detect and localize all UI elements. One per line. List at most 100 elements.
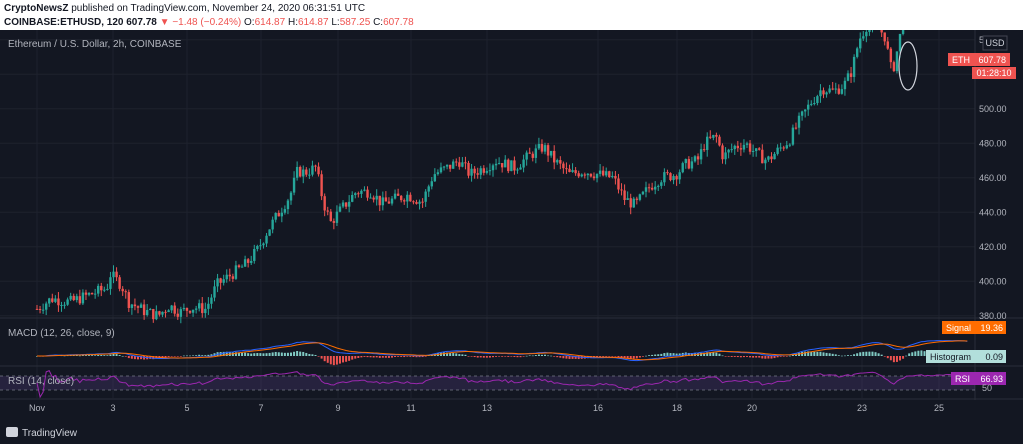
candle-body <box>311 165 314 175</box>
candle-body <box>843 80 847 90</box>
candle-body <box>320 174 323 197</box>
macd-histogram-bar <box>308 353 311 356</box>
candle-body <box>467 162 470 176</box>
macd-histogram-bar <box>550 355 553 357</box>
candle-body <box>418 201 421 204</box>
candle-body <box>736 145 740 149</box>
candle-body <box>256 245 259 249</box>
macd-histogram-bar <box>140 356 143 360</box>
macd-histogram-bar <box>473 356 476 358</box>
candle-body <box>797 115 801 128</box>
candle-body <box>433 174 437 182</box>
candle-body <box>803 109 807 112</box>
macd-histogram-bar <box>182 355 185 357</box>
candle-body <box>549 150 553 156</box>
candle-body <box>246 259 250 263</box>
x-tick-label: 11 <box>406 403 415 413</box>
macd-histogram-bar <box>513 356 516 357</box>
candle-body <box>84 292 88 295</box>
candle-body <box>351 195 354 202</box>
candle-body <box>338 206 342 212</box>
chart-area[interactable]: 380.00400.00420.00440.00460.00480.00500.… <box>0 30 1023 424</box>
candle-body <box>332 221 336 223</box>
candle-body <box>167 310 170 313</box>
candle-body <box>748 143 752 152</box>
macd-histogram-bar <box>528 355 531 357</box>
candle-body <box>103 289 106 291</box>
candle-body <box>605 171 608 176</box>
low-label: L: <box>331 17 340 28</box>
macd-histogram-bar <box>752 356 755 358</box>
macd-histogram-bar <box>133 356 136 360</box>
macd-histogram-bar <box>293 351 296 356</box>
candle-body <box>427 186 430 192</box>
macd-histogram-bar <box>112 353 115 356</box>
candle-body <box>130 304 134 308</box>
macd-histogram-bar <box>207 354 210 356</box>
close-label: C: <box>373 17 384 28</box>
candle-body <box>525 152 528 160</box>
macd-histogram-bar <box>846 355 849 356</box>
candle-body <box>825 92 828 95</box>
macd-histogram-bar <box>78 355 81 357</box>
candle-body <box>849 73 853 77</box>
candle-body <box>865 31 868 37</box>
open-value: 614.87 <box>254 17 286 28</box>
x-tick-label: 13 <box>482 403 492 413</box>
candle-body <box>66 299 69 305</box>
candle-body <box>354 193 357 196</box>
macd-histogram-bar <box>421 356 424 358</box>
histogram-tag-label: Histogram <box>930 352 971 362</box>
x-tick-label: 25 <box>934 403 944 413</box>
tradingview-brand: TradingView <box>22 428 78 439</box>
candle-body <box>136 306 140 308</box>
candle-body <box>862 36 865 39</box>
macd-histogram-bar <box>571 356 574 359</box>
macd-histogram-bar <box>856 353 859 356</box>
candle-body <box>341 202 345 207</box>
macd-histogram-bar <box>810 351 813 356</box>
macd-histogram-bar <box>871 351 874 356</box>
candle-body <box>409 194 412 202</box>
macd-histogram-bar <box>299 351 302 356</box>
macd-histogram-bar <box>482 356 485 358</box>
macd-histogram-bar <box>577 356 580 360</box>
candle-body <box>399 195 403 201</box>
macd-histogram-bar <box>843 355 846 357</box>
candle-body <box>48 298 51 304</box>
macd-histogram-bar <box>819 351 822 356</box>
macd-histogram-bar <box>614 356 617 357</box>
candle-body <box>657 185 660 187</box>
macd-histogram-bar <box>746 356 749 357</box>
macd-histogram-bar <box>250 353 253 356</box>
macd-histogram-bar <box>568 356 571 359</box>
candle-body <box>497 163 501 165</box>
candle-body <box>709 136 712 138</box>
macd-histogram-bar <box>387 356 390 358</box>
candle-body <box>329 211 332 222</box>
candle-body <box>473 168 476 174</box>
candle-body <box>617 178 620 190</box>
candle-body <box>620 189 623 191</box>
macd-histogram-bar <box>354 356 357 359</box>
publisher-name: CryptoNewsZ <box>4 3 69 14</box>
macd-histogram-bar <box>100 355 103 356</box>
candle-body <box>204 308 207 314</box>
macd-histogram-bar <box>498 356 501 357</box>
candle-body <box>794 127 798 129</box>
macd-histogram-bar <box>715 352 718 356</box>
candle-body <box>684 159 687 164</box>
x-tick-label: 16 <box>593 403 603 413</box>
candle-body <box>139 304 143 308</box>
candle-body <box>396 193 400 196</box>
candle-body <box>194 308 198 310</box>
candle-body <box>666 172 669 174</box>
candle-body <box>253 248 256 261</box>
candle-body <box>779 147 782 149</box>
candle-body <box>742 144 746 150</box>
candle-body <box>488 170 492 172</box>
candle-body <box>761 149 764 164</box>
candle-body <box>672 176 675 181</box>
macd-histogram-bar <box>911 352 914 356</box>
macd-histogram-bar <box>311 354 314 356</box>
